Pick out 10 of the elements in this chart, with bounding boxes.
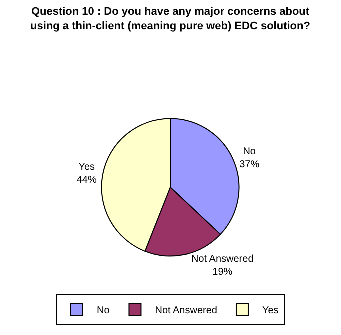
slice-label: Yes bbox=[78, 162, 96, 174]
data-label: 44% bbox=[76, 175, 97, 186]
legend-label: Not Answered bbox=[155, 305, 218, 316]
legend-label: No bbox=[97, 305, 110, 316]
data-label: 19% bbox=[212, 267, 233, 278]
chart-title: Question 10 : Do you have any major concerns about using a thin-client (meaning pure web) EDC solution? bbox=[30, 6, 311, 32]
legend-label: Yes bbox=[262, 305, 279, 316]
slice-label: No bbox=[243, 146, 256, 158]
data-label: 37% bbox=[240, 159, 260, 170]
slice-label: Not Answered bbox=[191, 254, 254, 266]
